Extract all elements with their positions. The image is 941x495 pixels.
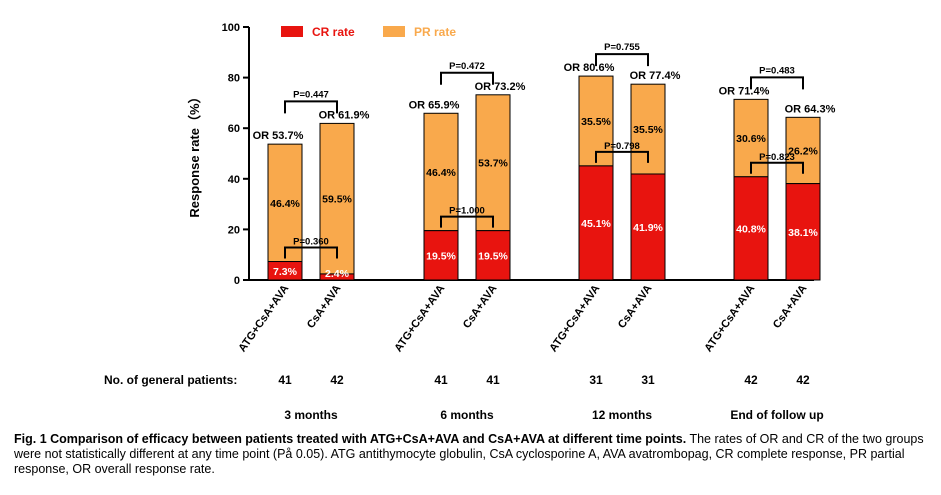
or-p-bracket (440, 71, 494, 85)
time-point-label: End of follow up (730, 408, 823, 422)
or-label: OR 77.4% (630, 70, 681, 82)
pr-label: 46.4% (270, 198, 300, 210)
bar-cr-segment (578, 165, 614, 281)
pr-label: 59.5% (322, 194, 352, 206)
patient-count: 31 (641, 373, 655, 387)
time-point-label: 6 months (440, 408, 494, 422)
caption-lead: Fig. 1 Comparison of efficacy between pa… (14, 432, 687, 446)
bar-cr-segment (630, 173, 666, 281)
bar-cr-segment (423, 230, 459, 281)
y-tick-label: 20 (228, 224, 240, 236)
x-tick-label: ATG+CsA+AVA (702, 283, 757, 355)
or-p-bracket (595, 53, 649, 67)
or-p-value: P=0.755 (604, 42, 640, 53)
pr-label: 46.4% (426, 167, 456, 179)
legend-swatch (281, 26, 303, 37)
cr-label: 7.3% (273, 266, 298, 278)
pr-label: 30.6% (736, 133, 766, 145)
or-label: OR 61.9% (319, 109, 370, 121)
or-label: OR 64.3% (785, 103, 836, 115)
cr-p-value: P=0.823 (759, 152, 795, 163)
efficacy-bar-chart: 0 20 40 60 80 100 Response rate（%） CR rate PR ra… (104, 22, 836, 422)
y-tick-label: 60 (228, 123, 240, 135)
bar-cr-segment (733, 176, 769, 281)
cr-p-bracket (440, 215, 494, 228)
or-label: OR 80.6% (564, 62, 615, 74)
or-label: OR 53.7% (253, 130, 304, 142)
time-point-label: 12 months (592, 408, 652, 422)
patient-count: 42 (796, 373, 810, 387)
cr-label: 2.4% (325, 268, 350, 280)
legend-swatch (383, 26, 405, 37)
cr-p-bracket (750, 161, 804, 174)
y-tick-label: 0 (234, 275, 240, 287)
patient-count: 41 (278, 373, 292, 387)
x-tick-label: ATG+CsA+AVA (547, 283, 602, 355)
legend-label: PR rate (414, 25, 456, 39)
time-point-label: 3 months (284, 408, 338, 422)
x-tick-label: ATG+CsA+AVA (236, 283, 291, 355)
x-tick-label: CsA+AVA (461, 283, 500, 331)
patient-count: 31 (589, 373, 603, 387)
cr-label: 41.9% (633, 222, 663, 234)
pr-label: 53.7% (478, 158, 508, 170)
or-p-bracket (750, 76, 804, 90)
bar-pr-segment (267, 143, 303, 263)
pr-label: 35.5% (581, 116, 611, 128)
x-tick-label: CsA+AVA (305, 283, 344, 331)
y-tick-label: 40 (228, 174, 240, 186)
cr-label: 40.8% (736, 223, 766, 235)
cr-p-value: P=0.798 (604, 141, 640, 152)
cr-label: 19.5% (426, 250, 456, 262)
pr-label: 35.5% (633, 124, 663, 136)
bar-pr-segment (475, 94, 511, 232)
x-tick-label: CsA+AVA (616, 283, 655, 331)
cr-p-value: P=0.360 (293, 237, 329, 248)
or-p-value: P=0.472 (449, 61, 485, 72)
bar-cr-segment (785, 183, 821, 281)
x-tick-label: CsA+AVA (771, 283, 810, 331)
patient-count: 41 (434, 373, 448, 387)
cr-p-bracket (595, 150, 649, 163)
bar-cr-segment (319, 273, 355, 281)
legend-label: CR rate (312, 25, 355, 39)
bar-cr-segment (475, 230, 511, 281)
or-label: OR 65.9% (409, 99, 460, 111)
y-tick-label: 80 (228, 73, 240, 85)
patient-count: 42 (330, 373, 344, 387)
patients-row-label: No. of general patients: (104, 373, 237, 387)
cr-label: 45.1% (581, 218, 611, 230)
y-tick-label: 100 (222, 22, 240, 34)
patient-count: 42 (744, 373, 758, 387)
cr-p-bracket (284, 246, 338, 259)
or-label: OR 73.2% (475, 81, 526, 93)
y-axis-label: Response rate（%） (187, 90, 202, 217)
bar-pr-segment (423, 112, 459, 232)
or-p-bracket (284, 100, 338, 114)
pr-label: 26.2% (788, 145, 818, 157)
or-label: OR 71.4% (719, 85, 770, 97)
cr-label: 38.1% (788, 227, 818, 239)
or-p-value: P=0.447 (293, 89, 329, 100)
figure-caption: Fig. 1 Comparison of efficacy between pa… (14, 432, 932, 477)
cr-p-value: P=1.000 (449, 206, 485, 217)
bar-cr-segment (267, 261, 303, 281)
x-tick-label: ATG+CsA+AVA (392, 283, 447, 355)
cr-label: 19.5% (478, 250, 508, 262)
or-p-value: P=0.483 (759, 65, 795, 76)
patient-count: 41 (486, 373, 500, 387)
caption-body: The rates of OR and CR of the two groups… (14, 432, 924, 476)
